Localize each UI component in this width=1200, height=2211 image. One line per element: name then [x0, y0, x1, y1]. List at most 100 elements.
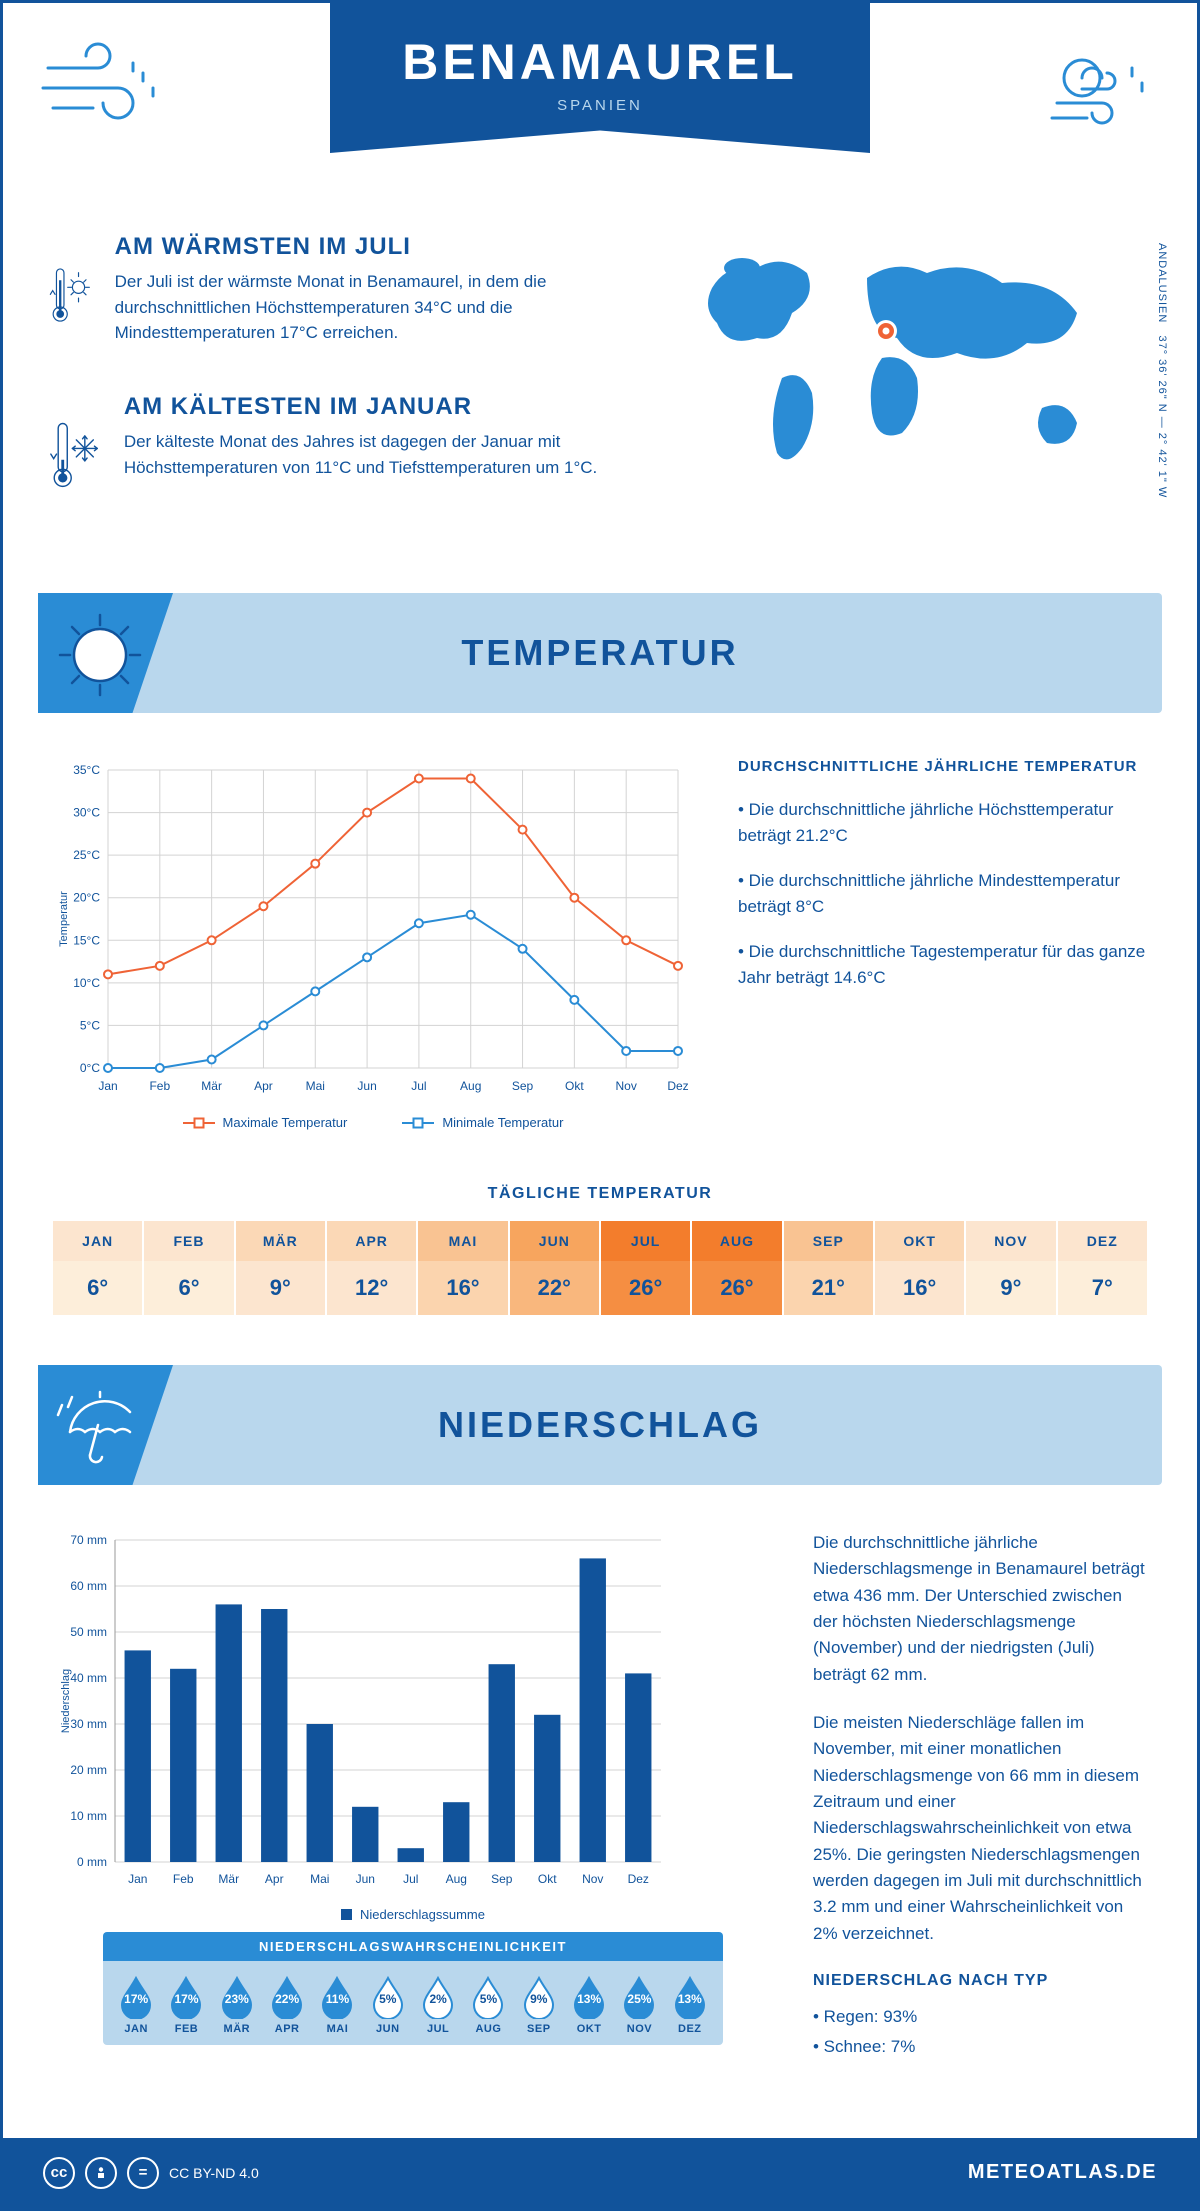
- svg-text:20 mm: 20 mm: [70, 1763, 107, 1777]
- prob-drop: 17%JAN: [111, 1975, 161, 2035]
- coordinates: ANDALUSIEN 37° 36' 26" N — 2° 42' 1" W: [1156, 243, 1168, 498]
- prob-drop: 13%OKT: [564, 1975, 614, 2035]
- daily-cell: AUG26°: [692, 1221, 783, 1315]
- svg-text:Temperatur: Temperatur: [58, 891, 70, 947]
- svg-text:40 mm: 40 mm: [70, 1671, 107, 1685]
- prob-drop: 11%MAI: [312, 1975, 362, 2035]
- svg-text:Jun: Jun: [356, 1872, 375, 1886]
- svg-text:Feb: Feb: [149, 1079, 170, 1093]
- svg-text:Mai: Mai: [306, 1079, 325, 1093]
- svg-text:Jul: Jul: [403, 1872, 418, 1886]
- svg-text:20°C: 20°C: [73, 891, 100, 905]
- svg-text:0 mm: 0 mm: [77, 1855, 107, 1869]
- coldest-block: AM KÄLTESTEN IM JANUAR Der kälteste Mona…: [48, 393, 642, 518]
- svg-text:Niederschlag: Niederschlag: [60, 1669, 72, 1733]
- daily-cell: DEZ7°: [1058, 1221, 1147, 1315]
- svg-text:Nov: Nov: [616, 1079, 637, 1093]
- daily-cell: APR12°: [327, 1221, 418, 1315]
- daily-temp-title: TÄGLICHE TEMPERATUR: [3, 1185, 1197, 1203]
- svg-text:Aug: Aug: [446, 1872, 467, 1886]
- svg-text:10°C: 10°C: [73, 976, 100, 990]
- license: cc = CC BY-ND 4.0: [43, 2157, 259, 2189]
- prob-drop: 25%NOV: [614, 1975, 664, 2035]
- footer: cc = CC BY-ND 4.0 METEOATLAS.DE: [3, 2138, 1197, 2208]
- prob-drop: 17%FEB: [161, 1975, 211, 2035]
- svg-text:70 mm: 70 mm: [70, 1533, 107, 1547]
- site-name: METEOATLAS.DE: [968, 2161, 1157, 2184]
- svg-text:Jan: Jan: [128, 1872, 147, 1886]
- svg-text:25°C: 25°C: [73, 848, 100, 862]
- temp-heading: TEMPERATUR: [38, 593, 1162, 713]
- svg-text:Sep: Sep: [512, 1079, 534, 1093]
- wind-icon-left: [38, 38, 173, 138]
- svg-text:Mär: Mär: [218, 1872, 239, 1886]
- temperature-section-header: TEMPERATUR: [38, 593, 1162, 713]
- wind-icon-right: [1027, 38, 1162, 138]
- world-map: ANDALUSIEN 37° 36' 26" N — 2° 42' 1" W: [672, 233, 1152, 553]
- warmest-text: Der Juli ist der wärmste Monat in Benama…: [115, 269, 642, 346]
- svg-text:Aug: Aug: [460, 1079, 481, 1093]
- svg-text:Jul: Jul: [411, 1079, 426, 1093]
- svg-text:Jan: Jan: [98, 1079, 117, 1093]
- daily-cell: OKT16°: [875, 1221, 966, 1315]
- by-icon: [85, 2157, 117, 2189]
- prob-drop: 2%JUL: [413, 1975, 463, 2035]
- prob-drop: 22%APR: [262, 1975, 312, 2035]
- precipitation-chart: 0 mm 10 mm 20 mm 30 mm 40 mm 50 mm 60 mm 70 mm J…: [53, 1530, 773, 2083]
- coldest-title: AM KÄLTESTEN IM JANUAR: [124, 393, 642, 421]
- infographic-container: BENAMAUREL SPANIEN AM WÄRMSTEN IM JULI: [0, 0, 1200, 2211]
- warmest-block: AM WÄRMSTEN IM JULI Der Juli ist der wär…: [48, 233, 642, 358]
- svg-text:Okt: Okt: [565, 1079, 584, 1093]
- svg-text:60 mm: 60 mm: [70, 1579, 107, 1593]
- svg-text:Apr: Apr: [265, 1872, 284, 1886]
- nd-icon: =: [127, 2157, 159, 2189]
- daily-temp-grid: JAN6°FEB6°MÄR9°APR12°MAI16°JUN22°JUL26°A…: [53, 1221, 1147, 1315]
- svg-text:35°C: 35°C: [73, 763, 100, 777]
- svg-text:Jun: Jun: [357, 1079, 376, 1093]
- intro-section: AM WÄRMSTEN IM JULI Der Juli ist der wär…: [3, 233, 1197, 593]
- thermometer-hot-icon: [48, 233, 93, 358]
- umbrella-icon: [50, 1377, 145, 1472]
- svg-text:Mär: Mär: [201, 1079, 222, 1093]
- daily-cell: MÄR9°: [236, 1221, 327, 1315]
- svg-text:Feb: Feb: [173, 1872, 194, 1886]
- svg-text:Okt: Okt: [538, 1872, 557, 1886]
- svg-text:Nov: Nov: [582, 1872, 603, 1886]
- sun-icon: [50, 605, 150, 705]
- daily-cell: FEB6°: [144, 1221, 235, 1315]
- svg-text:30 mm: 30 mm: [70, 1717, 107, 1731]
- svg-text:30°C: 30°C: [73, 806, 100, 820]
- svg-text:Mai: Mai: [310, 1872, 329, 1886]
- precipitation-summary: Die durchschnittliche jährliche Niedersc…: [813, 1530, 1147, 2083]
- temp-legend: .lg-line:nth-of-type(1)::after{border-co…: [53, 1115, 693, 1130]
- cc-icon: cc: [43, 2157, 75, 2189]
- header: BENAMAUREL SPANIEN: [3, 3, 1197, 233]
- thermometer-cold-icon: [48, 393, 102, 518]
- temperature-chart: 0°C 5°C 10°C 15°C 20°C 25°C 30°C 35°C Jan Feb Mär A…: [53, 758, 693, 1130]
- prob-drop: 5%AUG: [463, 1975, 513, 2035]
- prob-drop: 5%JUN: [363, 1975, 413, 2035]
- temperature-summary: DURCHSCHNITTLICHE JÄHRLICHE TEMPERATUR •…: [738, 758, 1147, 1130]
- svg-text:Sep: Sep: [491, 1872, 513, 1886]
- precipitation-probability: NIEDERSCHLAGSWAHRSCHEINLICHKEIT 17%JAN17…: [103, 1932, 723, 2045]
- precip-heading: NIEDERSCHLAG: [38, 1365, 1162, 1485]
- svg-text:Dez: Dez: [628, 1872, 649, 1886]
- precipitation-section-header: NIEDERSCHLAG: [38, 1365, 1162, 1485]
- title-banner: BENAMAUREL SPANIEN: [330, 3, 870, 153]
- daily-cell: SEP21°: [784, 1221, 875, 1315]
- daily-cell: JAN6°: [53, 1221, 144, 1315]
- city-name: BENAMAUREL: [330, 33, 870, 91]
- svg-text:15°C: 15°C: [73, 933, 100, 947]
- svg-text:Apr: Apr: [254, 1079, 273, 1093]
- daily-cell: JUL26°: [601, 1221, 692, 1315]
- prob-drop: 13%DEZ: [665, 1975, 715, 2035]
- prob-drop: 23%MÄR: [212, 1975, 262, 2035]
- warmest-title: AM WÄRMSTEN IM JULI: [115, 233, 642, 261]
- coldest-text: Der kälteste Monat des Jahres ist dagege…: [124, 429, 642, 480]
- svg-text:0°C: 0°C: [80, 1061, 100, 1075]
- svg-text:10 mm: 10 mm: [70, 1809, 107, 1823]
- svg-text:5°C: 5°C: [80, 1018, 100, 1032]
- svg-text:50 mm: 50 mm: [70, 1625, 107, 1639]
- daily-cell: MAI16°: [418, 1221, 509, 1315]
- daily-cell: JUN22°: [510, 1221, 601, 1315]
